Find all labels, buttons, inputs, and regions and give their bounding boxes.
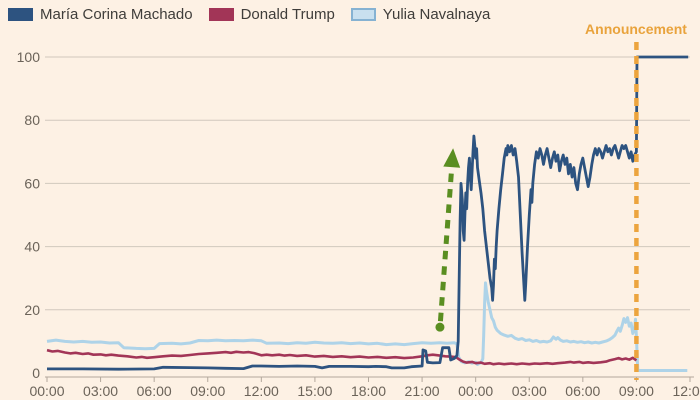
x-tick-label: 06:00 — [565, 383, 600, 399]
legend-label-navalnaya: Yulia Navalnaya — [382, 6, 491, 23]
y-tick-label-20: 20 — [24, 302, 40, 318]
series-line-yulia-navalnaya — [46, 281, 688, 372]
y-tick-label-80: 80 — [24, 112, 40, 128]
x-tick-label: 00:00 — [458, 383, 493, 399]
x-tick-label: 12:00 — [672, 383, 700, 399]
legend-item-navalnaya: Yulia Navalnaya — [350, 6, 491, 23]
arrow-base-dot-icon — [435, 322, 445, 332]
announcement-label: Announcement — [585, 21, 687, 37]
surge-arrow-head-icon — [443, 148, 461, 168]
x-tick-label: 15:00 — [297, 383, 332, 399]
x-tick-label: 09:00 — [619, 383, 654, 399]
legend-label-trump: Donald Trump — [240, 6, 335, 23]
trump-swatch-icon — [208, 8, 234, 21]
legend-item-trump: Donald Trump — [208, 6, 335, 23]
navalnaya-swatch-icon — [350, 8, 376, 21]
x-tick-label: 00:00 — [29, 383, 64, 399]
x-tick-label: 03:00 — [83, 383, 118, 399]
x-tick-label: 03:00 — [512, 383, 547, 399]
x-tick-label: 18:00 — [351, 383, 386, 399]
y-tick-label-100: 100 — [17, 49, 41, 65]
legend: María Corina Machado Donald Trump Yulia … — [8, 6, 490, 23]
y-tick-label-40: 40 — [24, 239, 40, 255]
surge-arrow-shaft-icon — [437, 168, 455, 322]
x-tick-label: 21:00 — [405, 383, 440, 399]
x-tick-label: 06:00 — [137, 383, 172, 399]
legend-label-machado: María Corina Machado — [40, 6, 193, 23]
y-tick-label-60: 60 — [24, 175, 40, 191]
legend-item-machado: María Corina Machado — [8, 6, 193, 23]
y-tick-label-0: 0 — [32, 365, 40, 381]
x-tick-label: 09:00 — [190, 383, 225, 399]
series-line-donald-trump — [46, 348, 638, 366]
machado-swatch-icon — [8, 8, 33, 21]
series-line-mar-a-corina-machado — [47, 55, 689, 371]
x-tick-label: 12:00 — [244, 383, 279, 399]
